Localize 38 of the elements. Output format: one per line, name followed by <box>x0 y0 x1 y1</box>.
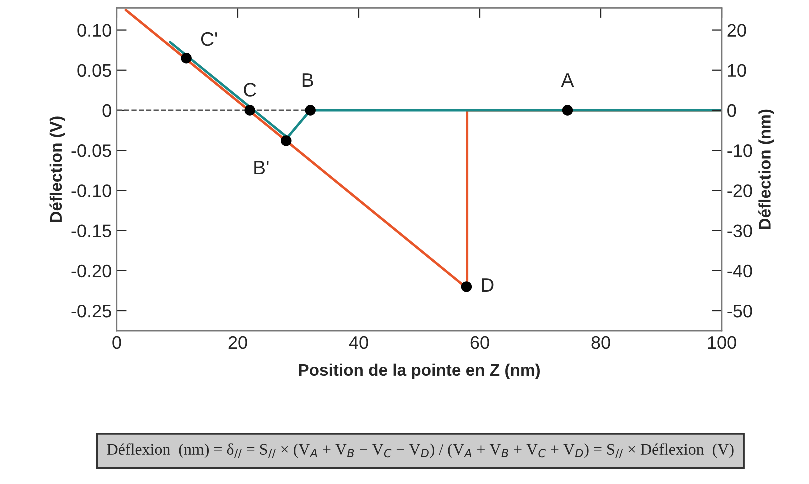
y-tick-label: -0.15 <box>72 224 112 238</box>
y-tick-label: -0.25 <box>72 304 112 318</box>
y2-tick-label: 20 <box>728 24 746 38</box>
x-tick-label: 80 <box>592 336 610 350</box>
annotation: C <box>244 83 256 97</box>
y2-tick-label: -40 <box>728 264 752 278</box>
y2-tick-label: -20 <box>728 184 752 198</box>
y2-tick-label: -10 <box>728 144 752 158</box>
annotation: A <box>561 74 574 88</box>
y-tick-label: 0 <box>102 104 112 118</box>
y2-tick-label: 10 <box>728 64 746 78</box>
point <box>244 105 256 116</box>
y-axis-title: Déflection (V) <box>50 116 66 222</box>
point <box>281 136 292 146</box>
point <box>181 53 192 64</box>
annotation: C' <box>201 32 218 46</box>
y-tick-label: -0.05 <box>72 144 112 158</box>
y-tick-label: -0.20 <box>72 264 112 278</box>
y-tick-label: -0.10 <box>72 184 112 198</box>
point <box>461 282 472 292</box>
x-tick-label: 20 <box>228 336 248 350</box>
x-tick-label: 60 <box>470 336 490 350</box>
x-axis-title: Position de la pointe en Z (nm) <box>299 364 540 380</box>
point <box>562 105 574 116</box>
y-tick-label: 0.05 <box>78 64 112 78</box>
x-tick-label: 100 <box>708 336 736 350</box>
y2-tick-label: 0 <box>728 104 736 118</box>
text: Déflexion (nm) = δ$_{//}$ = S$_{//}$ × (V$_{A}$ + V$_{B}$ − V$_{C}$ − V$_{D}$) / (V$_{A}$ + V$_{B}$ + V$_{C}$ + V$_{D}$) = S$_{//}$ × Déflexion (V) <box>107 444 734 458</box>
x-tick-label: 40 <box>349 336 368 350</box>
annotation: B <box>302 74 314 88</box>
y-tick-label: 0.10 <box>78 24 112 38</box>
y2-axis-title: Déflection (nm) <box>758 110 774 230</box>
y2-tick-label: -30 <box>728 224 752 238</box>
x-tick-label: 0 <box>112 336 122 350</box>
point <box>305 105 316 116</box>
annotation: D <box>482 278 494 292</box>
y2-tick-label: -50 <box>728 304 752 318</box>
annotation: B' <box>254 161 269 175</box>
